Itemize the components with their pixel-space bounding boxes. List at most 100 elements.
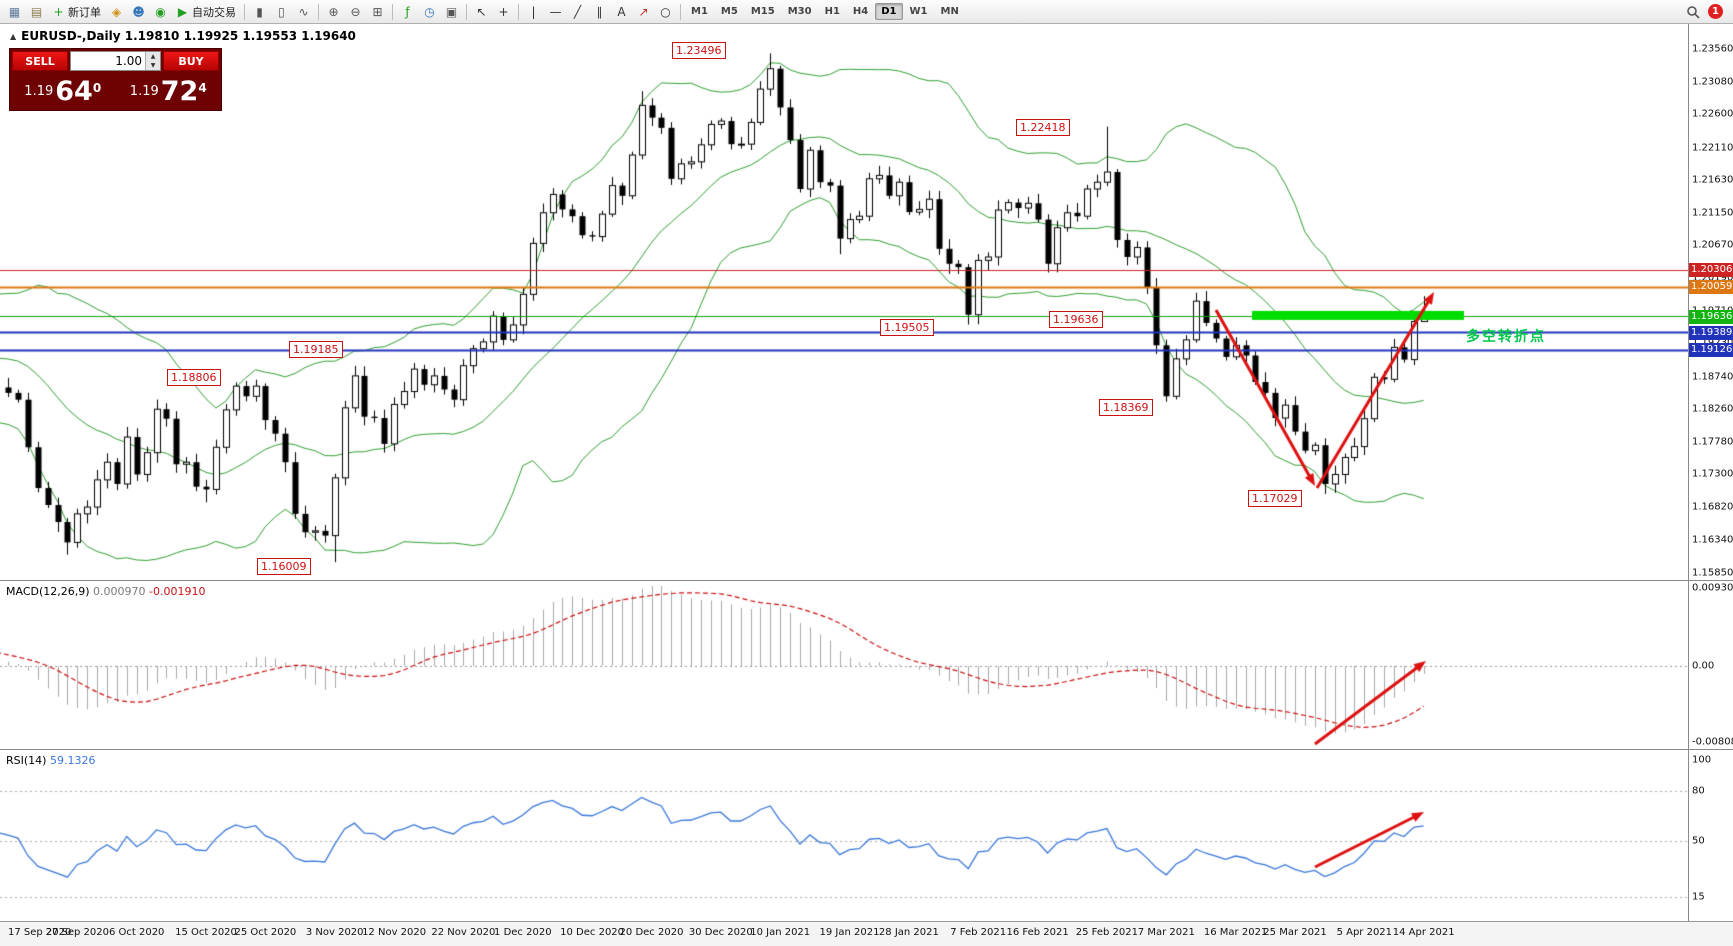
trendline-button[interactable]: ╱: [567, 2, 588, 22]
shapes-button[interactable]: ○: [655, 2, 676, 22]
symbols-button[interactable]: ◈: [106, 2, 127, 22]
zoom-in-button[interactable]: ⊕: [323, 2, 344, 22]
price-label-box[interactable]: 1.19505: [880, 319, 934, 336]
macd-axis-label: 0.009301: [1692, 582, 1733, 594]
panel-toggle-icon[interactable]: ▲: [10, 31, 17, 41]
buy-button[interactable]: BUY: [163, 51, 219, 71]
vertical-line-button[interactable]: |: [523, 2, 544, 22]
date-label: 12 Nov 2020: [362, 927, 427, 938]
macd-panel-canvas[interactable]: [0, 581, 1688, 749]
volume-input[interactable]: [71, 52, 145, 70]
trade-panel-top-row: SELL ▲ ▼ BUY: [10, 49, 221, 73]
zoom-out-button[interactable]: ⊖: [345, 2, 366, 22]
macd-value: 0.000970: [93, 585, 146, 598]
timeframe-d1[interactable]: D1: [875, 3, 903, 20]
market-button[interactable]: ◉: [150, 2, 171, 22]
price-label-box[interactable]: 1.16009: [257, 558, 311, 575]
price-label-box[interactable]: 1.19636: [1049, 311, 1103, 328]
time-axis[interactable]: 17 Sep 2020 27 Sep 2020 6 Oct 2020 15 Oct 2…: [0, 921, 1733, 946]
toolbar-separator: [466, 3, 467, 20]
timeframe-m30[interactable]: M30: [787, 6, 812, 17]
toolbar-separator: [244, 3, 245, 20]
date-label: 22 Nov 2020: [431, 927, 496, 938]
crosshair-icon: +: [498, 4, 509, 19]
sell-price[interactable]: 1.19 64 0: [10, 78, 116, 105]
date-label: 10 Jan 2021: [750, 927, 811, 938]
turning-point-annotation[interactable]: 多空转折点: [1466, 329, 1546, 345]
buy-price-big: 72: [160, 76, 199, 107]
timeframe-w1[interactable]: W1: [909, 6, 928, 17]
date-label: 10 Dec 2020: [560, 927, 625, 938]
timeframe-m15[interactable]: M15: [750, 6, 775, 17]
symbol-ohlc-text: EURUSD-,Daily 1.19810 1.19925 1.19553 1.…: [21, 29, 356, 43]
timeframe-mn[interactable]: MN: [940, 6, 959, 17]
price-label-box[interactable]: 1.18806: [167, 369, 221, 386]
price-label-box[interactable]: 1.18369: [1099, 399, 1153, 416]
profiles-button[interactable]: ▤: [26, 2, 47, 22]
price-label-box[interactable]: 1.23496: [672, 42, 726, 59]
text-tool-button[interactable]: A: [611, 2, 632, 22]
autotrading-icon: ▶: [177, 4, 188, 19]
main-chart-canvas[interactable]: [0, 24, 1688, 580]
new-chart-button[interactable]: ▦: [4, 2, 25, 22]
rsi-panel-canvas[interactable]: [0, 750, 1688, 921]
panel-separator[interactable]: [0, 749, 1733, 750]
indicators-button[interactable]: ƒ: [397, 2, 418, 22]
rsi-axis-label: 50: [1692, 835, 1705, 847]
search-icon[interactable]: [1686, 5, 1700, 19]
price-axis[interactable]: 1.23560 1.23080 1.22600 1.22110 1.21630 1.211…: [1688, 24, 1733, 946]
price-tag: 1.19126: [1689, 343, 1733, 357]
new-order-button[interactable]: + 新订单: [48, 2, 105, 22]
toolbar-separator: [318, 3, 319, 20]
sell-price-sup: 0: [92, 81, 102, 95]
candlestick-chart-button[interactable]: ▯: [271, 2, 292, 22]
date-label: 5 Apr 2021: [1336, 927, 1393, 938]
periods-button[interactable]: ◷: [419, 2, 440, 22]
toolbar: ▦ ▤ + 新订单 ◈ ☻ ◉ ▶ 自动交易 ▮ ▯ ∿ ⊕ ⊖ ⊞ ƒ ◷ ▣ ↖ + | — ╱ ∥ A ↗ ○ M1 M5 M15 M…: [0, 0, 1733, 24]
grid-icon: ⊞: [372, 4, 383, 19]
arrow-tool-button[interactable]: ↗: [633, 2, 654, 22]
date-label: 27 Sep 2020: [45, 927, 109, 938]
date-label: 25 Mar 2021: [1263, 927, 1327, 938]
volume-down-icon[interactable]: ▼: [150, 62, 156, 69]
crosshair-button[interactable]: +: [493, 2, 514, 22]
toolbar-separator: [392, 3, 393, 20]
volume-up-icon[interactable]: ▲: [150, 53, 156, 60]
templates-button[interactable]: ▣: [441, 2, 462, 22]
sell-button[interactable]: SELL: [12, 51, 68, 71]
price-label-box[interactable]: 1.19185: [289, 341, 343, 358]
bar-chart-button[interactable]: ▮: [249, 2, 270, 22]
date-label: 14 Apr 2021: [1392, 927, 1455, 938]
toolbar-right: 1: [1686, 4, 1729, 19]
price-axis-label: 1.21630: [1692, 174, 1733, 186]
price-label-box[interactable]: 1.17029: [1248, 490, 1302, 507]
horizontal-line-button[interactable]: —: [545, 2, 566, 22]
community-button[interactable]: ☻: [128, 2, 149, 22]
timeframe-m5[interactable]: M5: [720, 6, 738, 17]
channel-button[interactable]: ∥: [589, 2, 610, 22]
timeframe-h1[interactable]: H1: [824, 6, 840, 17]
timeframe-m1[interactable]: M1: [691, 6, 708, 17]
chart-title: ▲ EURUSD-,Daily 1.19810 1.19925 1.19553 …: [10, 29, 356, 43]
panel-separator[interactable]: [0, 580, 1733, 581]
date-label: 30 Dec 2020: [688, 927, 753, 938]
line-chart-button[interactable]: ∿: [293, 2, 314, 22]
volume-spinner: ▲ ▼: [145, 52, 160, 70]
autotrading-button[interactable]: ▶ 自动交易: [172, 2, 240, 22]
new-order-icon: +: [53, 4, 64, 19]
notification-badge[interactable]: 1: [1708, 4, 1723, 19]
price-label-box[interactable]: 1.22418: [1016, 119, 1070, 136]
toolbar-buttons: ▦ ▤ + 新订单 ◈ ☻ ◉ ▶ 自动交易 ▮ ▯ ∿ ⊕ ⊖ ⊞ ƒ ◷ ▣ ↖ + | — ╱ ∥ A ↗ ○ M1 M5 M15 M…: [4, 0, 965, 23]
macd-signal-value: -0.001910: [149, 585, 206, 598]
grid-button[interactable]: ⊞: [367, 2, 388, 22]
new-chart-icon: ▦: [8, 4, 21, 19]
sell-price-big: 64: [55, 76, 93, 107]
buy-price[interactable]: 1.19 72 4: [116, 78, 222, 105]
price-axis-label: 1.23080: [1692, 76, 1733, 88]
cursor-button[interactable]: ↖: [471, 2, 492, 22]
date-label: 19 Jan 2021: [819, 927, 880, 938]
price-axis-label: 1.21150: [1692, 207, 1733, 219]
timeframe-h4[interactable]: H4: [852, 6, 869, 17]
community-icon: ☻: [132, 4, 145, 19]
price-axis-label: 1.17300: [1692, 468, 1733, 480]
